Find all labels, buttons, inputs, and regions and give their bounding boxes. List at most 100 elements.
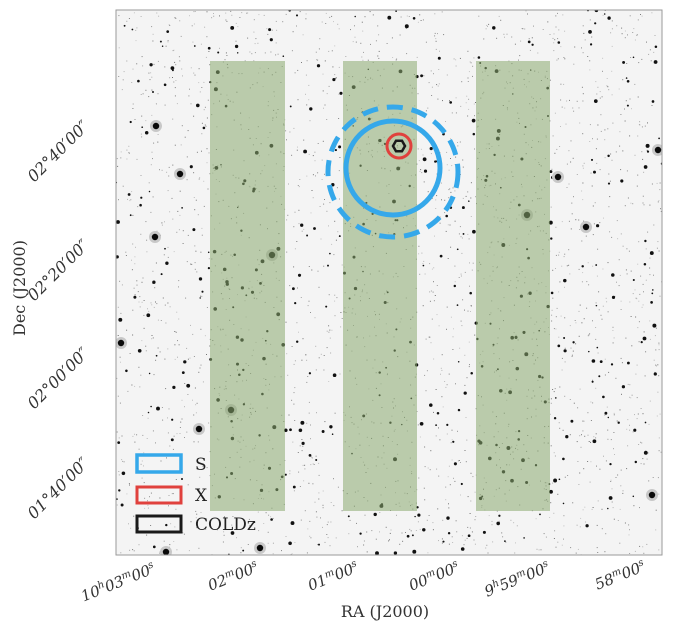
noise-speck: [561, 357, 563, 359]
star: [435, 424, 438, 427]
noise-speck: [551, 309, 553, 311]
noise-speck: [143, 327, 145, 329]
noise-speck: [552, 135, 554, 137]
star: [645, 143, 650, 148]
noise-speck: [179, 60, 181, 62]
noise-speck: [178, 286, 179, 288]
noise-speck: [396, 514, 397, 516]
star: [453, 284, 457, 288]
star: [236, 518, 238, 521]
noise-speck: [334, 220, 336, 222]
noise-speck: [445, 386, 447, 388]
noise-speck: [329, 16, 331, 18]
noise-speck: [440, 367, 442, 369]
noise-speck: [286, 219, 288, 221]
star: [592, 439, 597, 444]
noise-speck: [150, 525, 152, 526]
noise-speck: [392, 57, 394, 58]
noise-speck: [631, 345, 633, 347]
noise-speck: [459, 226, 461, 228]
noise-speck: [624, 30, 626, 32]
noise-speck: [470, 500, 472, 502]
noise-speck: [328, 381, 330, 382]
noise-speck: [558, 291, 560, 293]
noise-speck: [164, 358, 166, 360]
noise-speck: [195, 404, 197, 406]
noise-speck: [642, 413, 644, 415]
noise-speck: [604, 139, 606, 141]
noise-speck: [658, 437, 660, 439]
noise-speck: [560, 315, 562, 317]
noise-speck: [622, 490, 624, 492]
noise-speck: [200, 328, 202, 330]
noise-speck: [326, 534, 328, 535]
noise-speck: [122, 79, 124, 81]
noise-speck: [491, 524, 493, 526]
noise-speck: [590, 401, 592, 403]
star: [180, 477, 184, 481]
legend-s-label: S: [195, 455, 207, 475]
noise-speck: [306, 175, 308, 177]
noise-speck: [454, 164, 456, 165]
noise-speck: [318, 498, 320, 500]
noise-speck: [175, 64, 177, 66]
noise-speck: [136, 284, 138, 286]
noise-speck: [370, 43, 371, 45]
noise-speck: [321, 21, 323, 23]
star: [290, 521, 295, 526]
star: [652, 323, 657, 328]
noise-speck: [451, 459, 453, 461]
noise-speck: [648, 480, 650, 482]
noise-speck: [131, 259, 132, 261]
star: [338, 235, 341, 238]
star: [298, 428, 303, 433]
noise-speck: [579, 435, 581, 437]
plot-frame: [115, 9, 663, 556]
noise-speck: [563, 57, 565, 58]
star: [633, 428, 637, 432]
noise-speck: [161, 222, 163, 224]
noise-speck: [196, 466, 198, 467]
star: [387, 15, 392, 20]
noise-speck: [621, 33, 623, 35]
noise-speck: [303, 139, 305, 141]
noise-speck: [196, 402, 198, 404]
noise-speck: [581, 86, 583, 88]
noise-speck: [422, 305, 424, 307]
noise-speck: [516, 525, 518, 527]
noise-speck: [132, 309, 134, 311]
noise-speck: [561, 221, 563, 223]
noise-speck: [466, 439, 468, 441]
noise-speck: [646, 458, 648, 460]
noise-speck: [418, 253, 420, 255]
star: [295, 14, 299, 17]
star: [359, 532, 362, 535]
noise-speck: [325, 23, 327, 24]
noise-speck: [620, 469, 622, 471]
noise-speck: [406, 15, 408, 17]
noise-speck: [207, 99, 209, 101]
noise-speck: [531, 37, 533, 39]
noise-speck: [576, 174, 578, 175]
noise-speck: [462, 299, 464, 301]
noise-speck: [168, 495, 170, 496]
noise-speck: [429, 263, 431, 265]
noise-speck: [649, 274, 651, 276]
noise-speck: [582, 93, 584, 95]
noise-speck: [642, 158, 644, 160]
noise-speck: [455, 97, 457, 99]
noise-speck: [608, 371, 610, 373]
noise-speck: [328, 225, 329, 227]
noise-speck: [330, 352, 332, 354]
star: [166, 30, 170, 33]
noise-speck: [511, 36, 513, 38]
noise-speck: [293, 226, 295, 228]
noise-speck: [644, 125, 646, 127]
star: [553, 478, 558, 483]
noise-speck: [439, 222, 441, 224]
noise-speck: [310, 464, 312, 466]
legend-coldz-label: COLDz: [195, 515, 256, 535]
noise-speck: [440, 182, 442, 184]
noise-speck: [470, 62, 472, 64]
noise-speck: [611, 236, 613, 238]
